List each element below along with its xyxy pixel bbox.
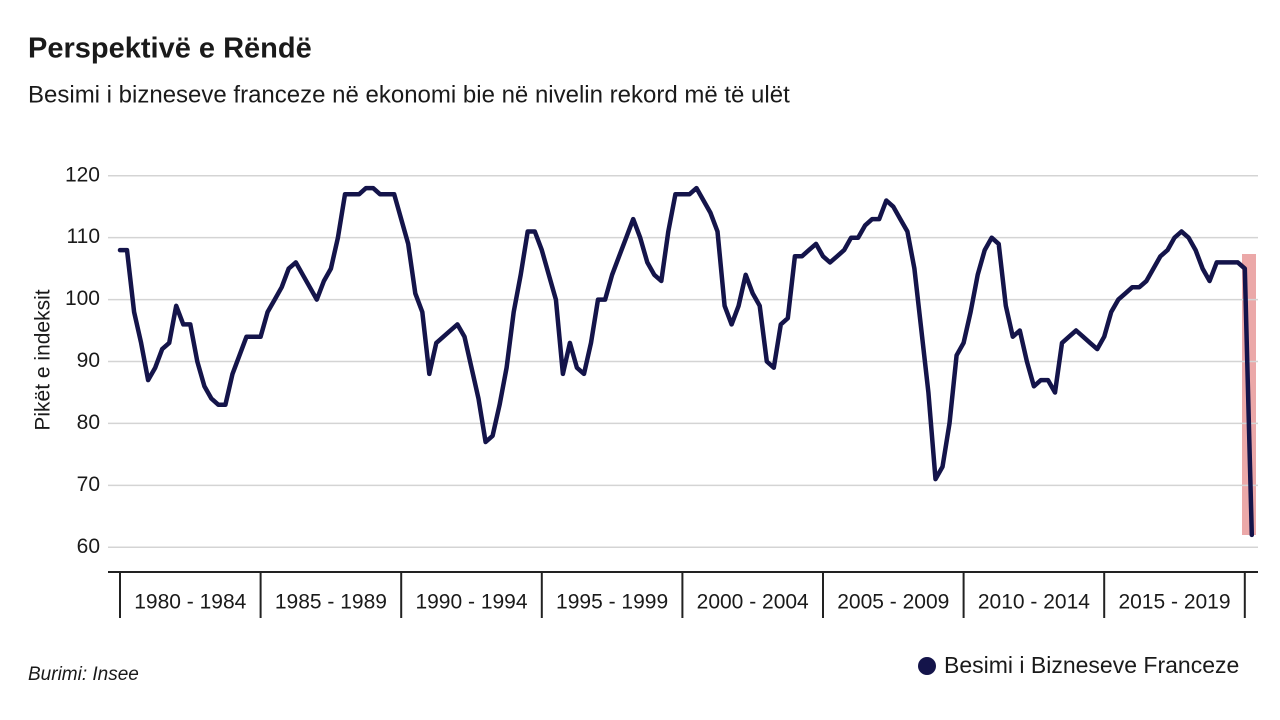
x-tick-label: 1990 - 1994 <box>415 591 527 614</box>
y-tick-label: 70 <box>77 473 100 496</box>
x-tick-label: 1995 - 1999 <box>556 591 668 614</box>
y-tick-label: 80 <box>77 411 100 434</box>
y-tick-label: 120 <box>65 163 100 186</box>
source: Burimi: Insee <box>28 664 139 685</box>
legend-label: Besimi i Bizneseve Franceze <box>944 652 1239 678</box>
x-tick-label: 1985 - 1989 <box>275 591 387 614</box>
y-tick-label: 60 <box>77 535 100 558</box>
y-axis-label: Pikët e indeksit <box>32 289 55 430</box>
x-tick-label: 2000 - 2004 <box>697 591 809 614</box>
y-tick-label: 110 <box>67 225 100 248</box>
x-tick-label: 1980 - 1984 <box>134 591 246 614</box>
chart-title: Perspektivë e Rëndë <box>28 33 312 65</box>
x-tick-label: 2005 - 2009 <box>837 591 949 614</box>
series-line <box>117 185 1255 538</box>
chart-subtitle: Besimi i bizneseve franceze në ekonomi b… <box>28 81 790 108</box>
x-tick-label: 2015 - 2019 <box>1118 591 1230 614</box>
x-tick-label: 2010 - 2014 <box>978 591 1090 614</box>
y-tick-label: 90 <box>77 349 100 372</box>
legend-marker <box>918 657 936 675</box>
y-tick-label: 100 <box>65 287 100 310</box>
